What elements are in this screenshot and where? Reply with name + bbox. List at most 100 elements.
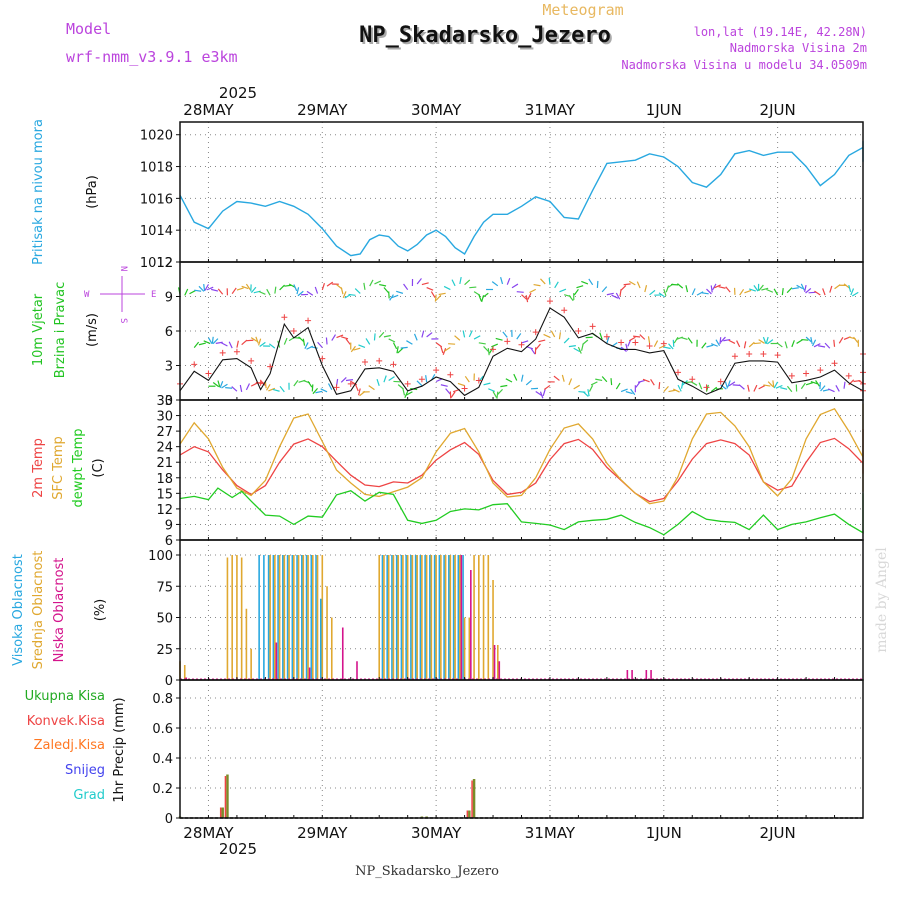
y-tick-label: 0.2 bbox=[152, 782, 173, 797]
wind-arrow bbox=[568, 294, 574, 302]
wind-arrow bbox=[663, 386, 669, 393]
chart-title: NP_Skadarsko_Jezero bbox=[359, 23, 611, 48]
wind-arrow bbox=[818, 345, 826, 348]
wind-arrow bbox=[397, 384, 404, 390]
wind-arrow bbox=[714, 284, 721, 289]
wind-arrow bbox=[336, 334, 344, 339]
wind-arrow bbox=[848, 379, 855, 386]
wind-arrow bbox=[753, 384, 758, 392]
wind-arrow bbox=[430, 291, 436, 298]
wind-arrow bbox=[815, 380, 820, 387]
wind-arrow bbox=[588, 278, 594, 286]
wind-arrow bbox=[236, 287, 244, 291]
wind-arrow bbox=[204, 284, 209, 291]
wind-arrow bbox=[241, 285, 249, 290]
wind-arrow bbox=[599, 332, 603, 340]
panel-frame-pressure bbox=[179, 121, 864, 263]
wind-arrow bbox=[663, 346, 671, 350]
wind-arrow bbox=[462, 330, 466, 338]
wind-arrow bbox=[500, 384, 508, 388]
gust-marker bbox=[461, 385, 468, 392]
wind-arrow bbox=[211, 288, 219, 292]
wind-arrow bbox=[628, 280, 636, 286]
gust-marker bbox=[447, 371, 454, 378]
wind-arrow bbox=[786, 385, 793, 393]
wind-arrow bbox=[392, 342, 398, 350]
gust-marker bbox=[817, 367, 824, 374]
wind-arrow bbox=[639, 334, 646, 340]
wind-arrow bbox=[473, 335, 481, 340]
gust-marker bbox=[632, 339, 639, 346]
wind-arrow bbox=[440, 384, 448, 387]
wind-arrow bbox=[804, 284, 807, 293]
wind-arrow bbox=[483, 382, 491, 386]
wind-arrow bbox=[293, 284, 298, 292]
wind-arrow bbox=[827, 388, 835, 393]
wind-arrow bbox=[496, 391, 499, 399]
wind-arrow bbox=[264, 381, 267, 389]
wind-arrow bbox=[506, 277, 511, 285]
wind-arrow bbox=[766, 339, 774, 345]
gust-marker bbox=[845, 372, 852, 379]
wind-arrow bbox=[548, 277, 551, 285]
wind-arrow bbox=[691, 288, 696, 296]
compass-south: S bbox=[118, 318, 128, 323]
wind-arrow bbox=[373, 333, 376, 341]
wind-arrow bbox=[350, 345, 356, 353]
wind-arrow bbox=[265, 384, 271, 391]
wind-arrow bbox=[435, 342, 443, 348]
wind-arrow bbox=[606, 336, 610, 344]
panel-frame-precip bbox=[179, 679, 864, 819]
wind-arrow bbox=[582, 391, 589, 397]
y-tick-label: 30 bbox=[156, 410, 173, 425]
wind-arrow bbox=[451, 279, 456, 287]
wind-arrow bbox=[457, 382, 465, 387]
wind-arrow bbox=[513, 373, 518, 381]
bottom-date-31MAY: 31MAY bbox=[525, 824, 576, 842]
wind-arrow bbox=[225, 387, 233, 389]
wind-arrow bbox=[521, 294, 528, 300]
temp-line-0 bbox=[179, 429, 864, 503]
wind-arrow bbox=[383, 334, 391, 338]
precip-series bbox=[178, 774, 863, 819]
wind-arrow bbox=[500, 277, 504, 285]
wind-arrow bbox=[800, 283, 805, 291]
wind-arrow bbox=[302, 338, 306, 346]
wind-arrow bbox=[203, 283, 206, 292]
bottom-date-2JUN: 2JUN bbox=[760, 824, 796, 842]
wind-arrow bbox=[274, 286, 277, 294]
wind-arrow bbox=[668, 343, 674, 350]
wind-arrow bbox=[636, 281, 641, 289]
wind-arrow bbox=[820, 385, 826, 392]
wind-arrow bbox=[577, 346, 582, 354]
gust-marker bbox=[475, 377, 482, 384]
wind-unit: (m/s) bbox=[85, 313, 100, 347]
wind-arrow bbox=[454, 335, 461, 341]
y-tick-label: 27 bbox=[156, 425, 173, 440]
y-tick-label: 0 bbox=[165, 812, 173, 827]
y-tick-label: 1014 bbox=[140, 224, 173, 239]
wind-arrow bbox=[203, 340, 211, 345]
wind-arrow bbox=[445, 388, 451, 395]
wind-arrow bbox=[525, 295, 529, 303]
wind-arrow bbox=[615, 382, 621, 390]
wind-arrow bbox=[258, 338, 262, 346]
wind-arrow bbox=[767, 381, 774, 388]
gust-marker bbox=[433, 367, 440, 374]
wind-arrow bbox=[325, 337, 328, 345]
wind-arrow bbox=[464, 375, 470, 383]
wind-arrow bbox=[743, 341, 747, 349]
wind-arrow bbox=[307, 381, 313, 388]
wind-arrow bbox=[184, 288, 189, 296]
credit-text: made by Angel bbox=[874, 547, 890, 653]
wind-arrow bbox=[358, 344, 366, 348]
wind-arrow bbox=[521, 340, 529, 344]
wind-arrow bbox=[388, 376, 395, 381]
wind-arrow bbox=[786, 287, 793, 294]
wind-arrow bbox=[482, 292, 489, 298]
wind-arrow bbox=[279, 385, 285, 393]
wind-arrow bbox=[320, 388, 328, 393]
wind-speed-line bbox=[179, 307, 864, 398]
wind-arrow bbox=[348, 293, 356, 296]
